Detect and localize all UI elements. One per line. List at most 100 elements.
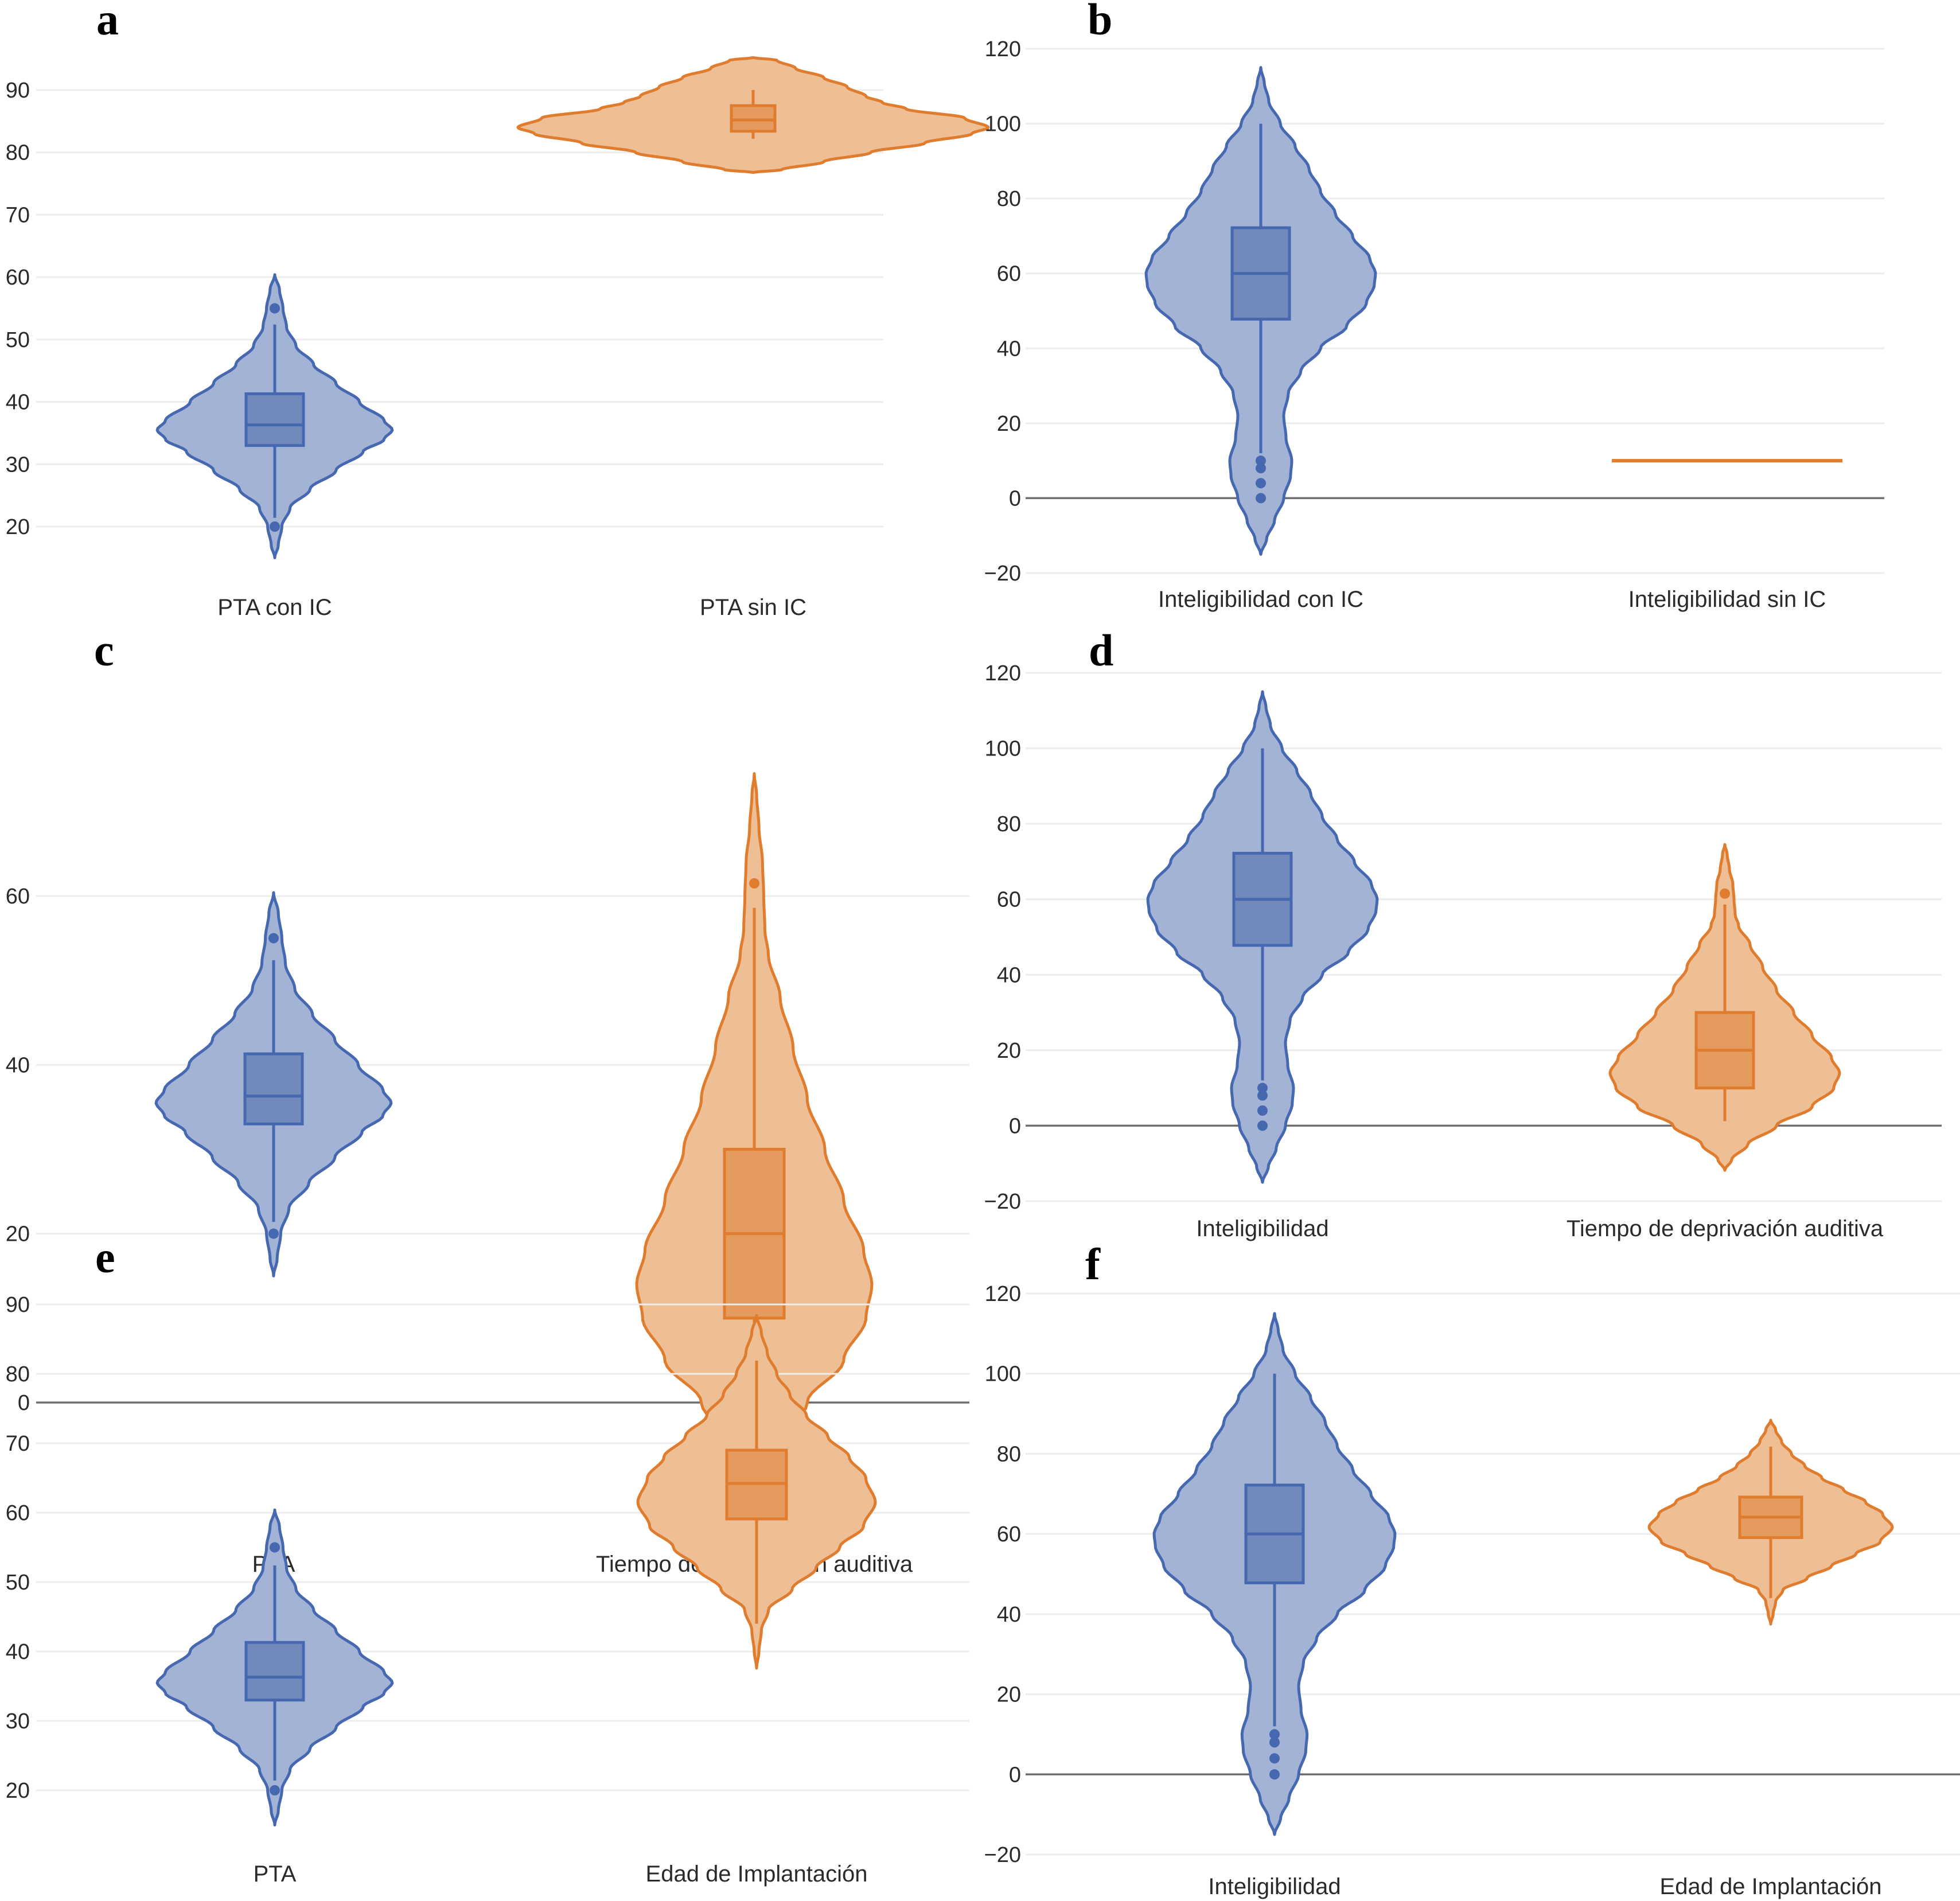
y-tick-label: 40: [6, 1640, 30, 1664]
outlier-point: [270, 1785, 280, 1795]
outlier-point: [1256, 493, 1266, 504]
y-tick-label: 120: [985, 1282, 1021, 1306]
outlier-point: [1269, 1729, 1280, 1740]
y-tick-label: 20: [997, 1683, 1021, 1707]
y-tick-label: 70: [6, 1432, 30, 1456]
outlier-point: [270, 521, 280, 532]
y-tick-label: 0: [1009, 1114, 1021, 1138]
violin-blue: [1152, 1312, 1397, 1836]
outlier-point: [1269, 1769, 1280, 1780]
category-label: Inteligibilidad sin IC: [1628, 587, 1826, 612]
y-tick-label: 60: [6, 266, 30, 290]
violin-orange: [1608, 843, 1841, 1172]
y-tick-label: 0: [1009, 1763, 1021, 1787]
y-tick-label: 80: [997, 812, 1021, 836]
panel-e: e 20 30 40 50 60 70 80 90 PTA Edad de Implantació…: [6, 1232, 969, 1887]
y-tick-label: 60: [997, 888, 1021, 912]
y-tick-label: 30: [6, 453, 30, 477]
y-tick-label: 100: [985, 112, 1021, 137]
violin-blue: [155, 273, 394, 559]
violin-orange: [1647, 1419, 1894, 1626]
panel-letter-c: c: [94, 625, 114, 675]
violin-blue: [1144, 66, 1377, 556]
violin-orange: [636, 1314, 877, 1670]
outlier-point: [1257, 1082, 1268, 1093]
y-tick-label: 40: [997, 963, 1021, 987]
outlier-point: [749, 878, 759, 889]
y-tick-label: 60: [997, 262, 1021, 286]
panel-a: a 20 30 40 50 60 70 80 90 PTA con IC PTA sin IC: [6, 0, 990, 620]
iqr-box: [243, 1052, 304, 1125]
iqr-box: [244, 1641, 305, 1702]
outlier-point: [1269, 1753, 1280, 1764]
y-tick-label: 40: [997, 337, 1021, 361]
y-tick-label: 80: [997, 1442, 1021, 1466]
outlier-point: [268, 933, 279, 944]
category-label: Inteligibilidad: [1208, 1874, 1341, 1899]
panel-letter-e: e: [95, 1232, 115, 1282]
y-tick-label: 40: [997, 1603, 1021, 1627]
category-label: Inteligibilidad con IC: [1158, 587, 1363, 612]
y-tick-label: 50: [6, 1571, 30, 1595]
violin-blue: [155, 1508, 394, 1826]
y-tick-label: 20: [6, 1222, 30, 1246]
violin-orange: [516, 56, 990, 174]
y-tick-label: 0: [18, 1391, 30, 1415]
category-label: PTA: [254, 1861, 297, 1887]
outlier-point: [1257, 1090, 1268, 1101]
gridlines: [1026, 48, 1884, 574]
category-label: Tiempo de deprivación auditiva: [1567, 1216, 1884, 1241]
panel-letter-f: f: [1085, 1239, 1101, 1289]
outlier-point: [268, 1228, 279, 1239]
y-tick-label: 60: [6, 1501, 30, 1525]
y-tick-label: 40: [6, 391, 30, 415]
y-tick-label: 20: [6, 1779, 30, 1803]
category-label: Edad de Implantación: [1660, 1874, 1882, 1899]
outlier-point: [1720, 888, 1730, 899]
y-tick-label: 20: [997, 412, 1021, 436]
category-label: PTA con IC: [217, 595, 332, 620]
y-tick-label: −20: [984, 562, 1021, 586]
y-tick-label: 70: [6, 203, 30, 227]
outlier-point: [1257, 1105, 1268, 1116]
panel-b: b −20 0 20 40 60 80 100 120 Inteligibilidad con …: [984, 0, 1884, 612]
y-tick-label: 20: [997, 1039, 1021, 1063]
y-tick-label: −20: [984, 1843, 1021, 1867]
outlier-point: [1256, 478, 1266, 489]
outlier-point: [1257, 1120, 1268, 1131]
panel-letter-a: a: [96, 0, 119, 44]
violin-blue: [1146, 690, 1379, 1184]
y-tick-label: 40: [6, 1053, 30, 1077]
outlier-point: [1256, 455, 1266, 466]
y-tick-label: 100: [985, 737, 1021, 761]
outlier-point: [270, 1542, 280, 1553]
category-label: PTA sin IC: [700, 595, 806, 620]
outlier-point: [1269, 1737, 1280, 1748]
panel-letter-b: b: [1088, 0, 1112, 44]
iqr-box: [730, 104, 777, 133]
y-tick-label: 100: [985, 1362, 1021, 1386]
panel-letter-d: d: [1089, 625, 1113, 675]
y-tick-label: 90: [6, 1293, 30, 1317]
y-tick-label: 90: [6, 79, 30, 103]
y-tick-label: 80: [997, 187, 1021, 211]
y-tick-label: 50: [6, 328, 30, 352]
panel-f: f −20 0 20 40 60 80 100 120 Inteligibilidad Edad …: [984, 1239, 1960, 1899]
y-tick-label: 80: [6, 1362, 30, 1386]
category-label: Edad de Implantación: [646, 1861, 868, 1887]
gridlines: [1026, 1292, 1960, 1856]
y-tick-label: 20: [6, 515, 30, 539]
y-tick-label: 60: [6, 885, 30, 909]
y-tick-label: 120: [985, 661, 1021, 685]
violin-blue: [154, 891, 393, 1277]
panel-d: d −20 0 20 40 60 80 100 120 Inteligibilidad Tiemp…: [984, 625, 1942, 1241]
y-tick-label: 80: [6, 141, 30, 165]
y-tick-label: 0: [1009, 486, 1021, 511]
category-label: Inteligibilidad: [1196, 1216, 1328, 1241]
outlier-point: [270, 303, 280, 314]
y-tick-label: 30: [6, 1709, 30, 1734]
y-tick-label: −20: [984, 1190, 1021, 1214]
outlier-point: [1256, 463, 1266, 474]
iqr-box: [244, 392, 305, 447]
